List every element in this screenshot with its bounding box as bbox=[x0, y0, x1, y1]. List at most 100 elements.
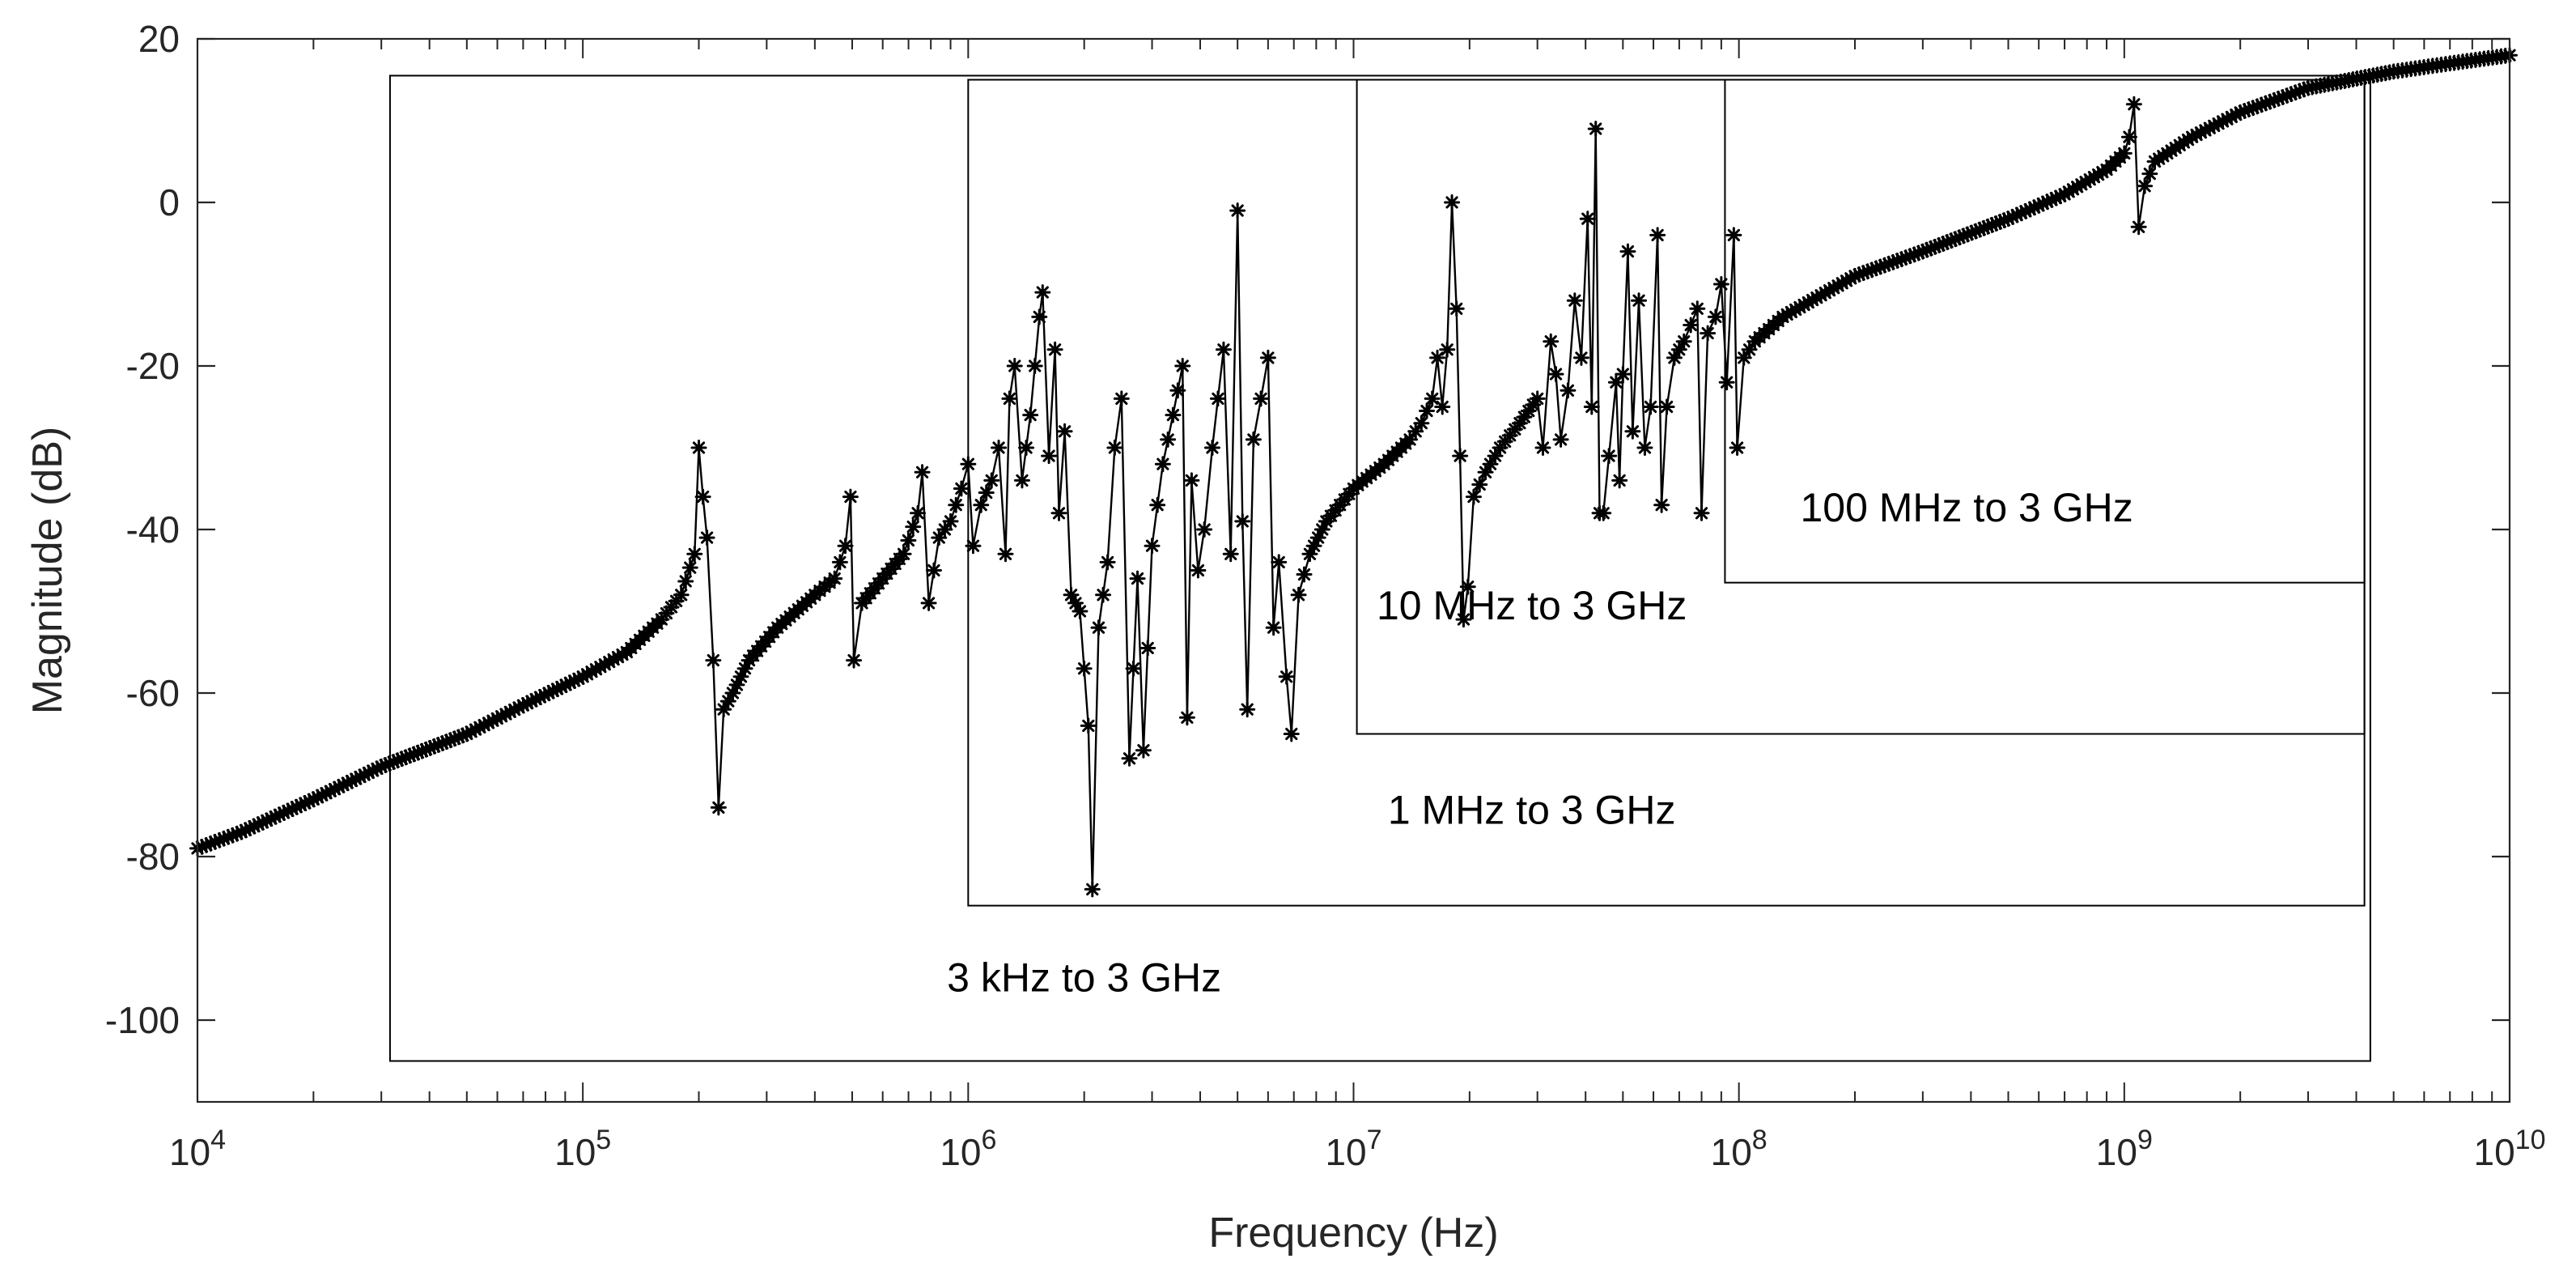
data-point-marker-371 bbox=[1943, 232, 1960, 249]
data-point-marker-227 bbox=[1239, 701, 1256, 718]
data-point-marker-42 bbox=[368, 760, 385, 777]
data-point-marker-368 bbox=[1930, 236, 1947, 253]
data-point-marker-262 bbox=[1413, 415, 1430, 432]
data-point-marker-177 bbox=[973, 496, 990, 513]
data-point-marker-164 bbox=[900, 532, 917, 549]
data-point-marker-406 bbox=[2090, 166, 2107, 183]
data-point-marker-220 bbox=[1196, 521, 1213, 538]
data-point-marker-445 bbox=[2261, 93, 2278, 110]
data-point-marker-172 bbox=[942, 512, 959, 529]
data-point-marker-402 bbox=[2073, 176, 2090, 193]
data-point-marker-387 bbox=[2009, 206, 2026, 223]
data-point-marker-376 bbox=[1963, 224, 1980, 241]
data-point-marker-400 bbox=[2065, 181, 2082, 198]
data-point-marker-168 bbox=[920, 594, 937, 611]
data-point-marker-91 bbox=[575, 668, 592, 685]
data-point-marker-1 bbox=[193, 838, 210, 855]
data-point-marker-399 bbox=[2060, 183, 2077, 200]
data-point-marker-48 bbox=[393, 751, 410, 768]
data-point-marker-341 bbox=[1817, 284, 1834, 301]
data-point-marker-413 bbox=[2120, 129, 2137, 146]
data-point-marker-35 bbox=[339, 775, 356, 792]
data-point-marker-71 bbox=[489, 710, 506, 727]
data-point-marker-367 bbox=[1926, 238, 1943, 255]
data-point-marker-26 bbox=[301, 793, 318, 810]
data-point-marker-69 bbox=[480, 714, 497, 731]
data-point-marker-61 bbox=[446, 730, 463, 747]
data-point-marker-294 bbox=[1579, 210, 1596, 228]
data-point-marker-282 bbox=[1511, 415, 1528, 432]
data-point-marker-62 bbox=[450, 729, 467, 746]
data-point-marker-348 bbox=[1847, 267, 1864, 284]
data-point-marker-198 bbox=[1080, 717, 1097, 734]
data-point-marker-452 bbox=[2291, 83, 2308, 100]
data-point-marker-375 bbox=[1959, 226, 1976, 243]
data-point-marker-64 bbox=[458, 725, 475, 742]
range-labels: 3 kHz to 3 GHz 1 MHz to 3 GHz 10 MHz to 3 … bbox=[947, 485, 2133, 1001]
data-point-marker-396 bbox=[2048, 189, 2065, 206]
data-point-marker-175 bbox=[960, 456, 977, 473]
data-point-marker-185 bbox=[1018, 440, 1035, 456]
y-tick-label: 0 bbox=[159, 181, 180, 223]
y-tick-label: -20 bbox=[126, 345, 180, 387]
data-point-marker-380 bbox=[1980, 218, 1997, 235]
data-point-marker-349 bbox=[1851, 266, 1868, 283]
data-point-marker-203 bbox=[1106, 440, 1123, 456]
data-point-marker-207 bbox=[1129, 570, 1146, 587]
data-point-marker-319 bbox=[1712, 276, 1729, 292]
data-point-marker-76 bbox=[511, 699, 528, 716]
data-point-marker-88 bbox=[562, 674, 579, 691]
data-point-marker-433 bbox=[2210, 115, 2227, 132]
data-point-marker-265 bbox=[1429, 349, 1446, 366]
data-point-marker-22 bbox=[284, 801, 301, 818]
data-point-marker-431 bbox=[2201, 120, 2218, 137]
data-point-marker-229 bbox=[1253, 390, 1270, 407]
data-point-marker-436 bbox=[2223, 108, 2240, 125]
data-point-marker-215 bbox=[1169, 382, 1186, 399]
data-point-marker-63 bbox=[454, 727, 471, 744]
data-point-marker-30 bbox=[318, 785, 335, 802]
data-point-marker-167 bbox=[914, 464, 931, 481]
data-point-marker-311 bbox=[1666, 349, 1683, 366]
data-point-marker-100 bbox=[613, 646, 630, 663]
data-point-marker-300 bbox=[1607, 374, 1624, 391]
data-point-marker-442 bbox=[2249, 98, 2266, 115]
data-point-marker-51 bbox=[405, 746, 422, 763]
data-point-marker-237 bbox=[1301, 546, 1318, 563]
data-point-marker-299 bbox=[1601, 448, 1618, 465]
data-point-marker-316 bbox=[1693, 504, 1710, 521]
data-point-marker-122 bbox=[715, 701, 732, 718]
data-point-marker-90 bbox=[570, 670, 587, 687]
data-point-marker-355 bbox=[1876, 257, 1893, 274]
data-point-marker-204 bbox=[1113, 390, 1130, 407]
data-point-marker-119 bbox=[698, 529, 715, 546]
data-point-marker-217 bbox=[1178, 709, 1195, 726]
data-point-marker-393 bbox=[2035, 195, 2052, 212]
data-point-marker-351 bbox=[1859, 263, 1876, 280]
magnitude-series bbox=[189, 47, 2518, 898]
data-point-marker-37 bbox=[347, 771, 364, 788]
data-point-marker-267 bbox=[1439, 341, 1456, 358]
data-point-marker-14 bbox=[250, 816, 267, 833]
data-point-marker-225 bbox=[1229, 202, 1246, 219]
data-point-marker-309 bbox=[1653, 496, 1670, 513]
data-point-marker-99 bbox=[609, 649, 626, 666]
data-point-marker-182 bbox=[1001, 390, 1018, 407]
data-point-marker-65 bbox=[463, 723, 480, 740]
data-point-marker-96 bbox=[596, 656, 613, 673]
data-point-marker-19 bbox=[271, 806, 288, 823]
data-point-marker-31 bbox=[322, 783, 339, 800]
data-point-marker-390 bbox=[2022, 201, 2039, 218]
data-point-marker-173 bbox=[948, 496, 965, 513]
data-point-marker-197 bbox=[1076, 660, 1093, 677]
data-point-marker-345 bbox=[1834, 274, 1851, 291]
data-point-marker-77 bbox=[515, 697, 532, 714]
data-point-marker-126 bbox=[732, 668, 749, 685]
data-point-marker-78 bbox=[519, 695, 536, 712]
data-point-marker-432 bbox=[2205, 117, 2222, 134]
data-point-marker-121 bbox=[710, 799, 727, 816]
data-point-marker-224 bbox=[1222, 546, 1239, 563]
data-point-marker-428 bbox=[2188, 126, 2205, 143]
data-point-marker-336 bbox=[1796, 296, 1813, 313]
